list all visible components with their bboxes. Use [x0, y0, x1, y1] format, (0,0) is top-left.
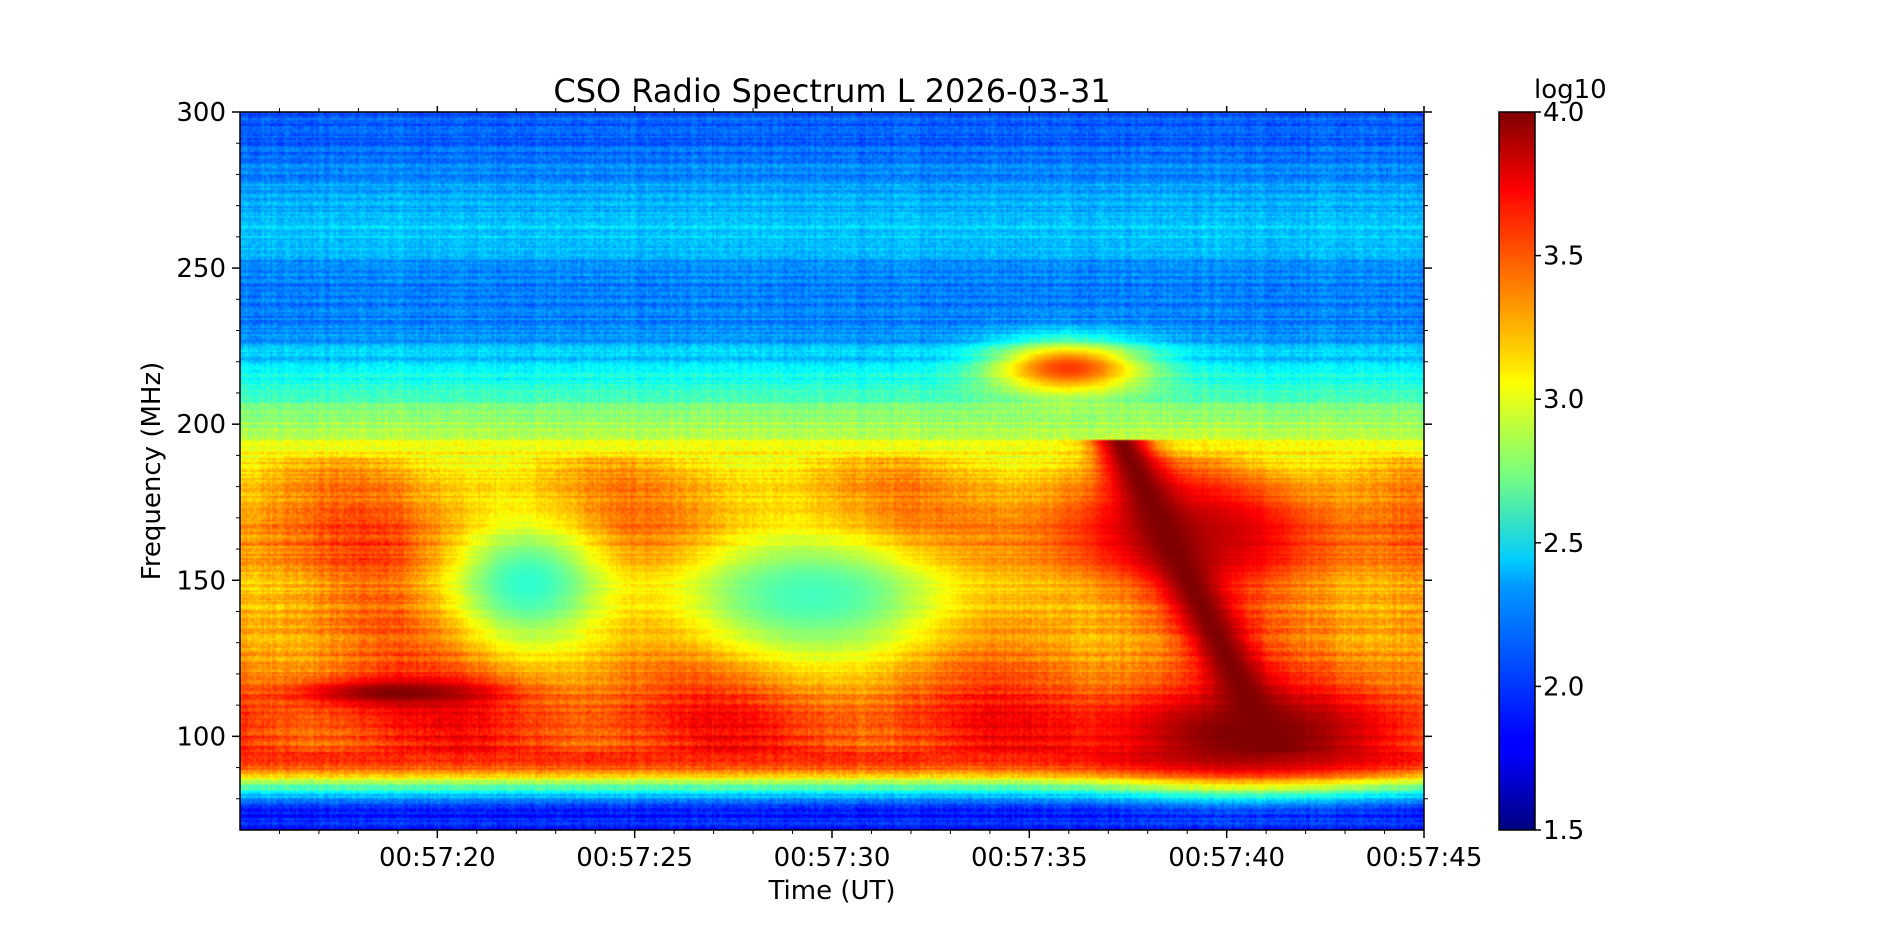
x-tick-label: 00:57:45 — [1366, 843, 1483, 873]
spectrogram-canvas — [240, 112, 1424, 830]
spectrogram-heatmap — [240, 112, 1424, 830]
colorbar-tick-label: 2.0 — [1543, 672, 1584, 702]
colorbar-label: log10 — [1534, 75, 1607, 105]
colorbar-tick-label: 1.5 — [1543, 816, 1584, 846]
y-axis-ticks: 100 150 200 250 300 — [176, 98, 1432, 800]
colorbar-tick-label: 2.5 — [1543, 529, 1584, 559]
y-axis-label: Frequency (MHz) — [137, 362, 167, 581]
x-tick-label: 00:57:20 — [379, 843, 496, 873]
y-tick-label: 250 — [176, 254, 226, 284]
colorbar-tick-label: 3.5 — [1543, 242, 1584, 272]
y-tick-label: 150 — [176, 566, 226, 596]
x-tick-label: 00:57:25 — [576, 843, 693, 873]
x-tick-label: 00:57:40 — [1168, 843, 1285, 873]
x-axis-label: Time (UT) — [767, 876, 895, 906]
y-tick-label: 200 — [176, 410, 226, 440]
colorbar: log10 1.5 2.0 2.5 3.0 3.5 4.0 — [1498, 75, 1607, 846]
colorbar-ticks: 1.5 2.0 2.5 3.0 3.5 4.0 — [1535, 98, 1584, 846]
y-tick-label: 300 — [176, 98, 226, 128]
colorbar-tick-label: 3.0 — [1543, 385, 1584, 415]
y-tick-label: 100 — [176, 722, 226, 752]
x-axis-ticks: 00:57:20 00:57:25 00:57:30 00:57:35 00:57:40… — [278, 106, 1483, 873]
x-tick-label: 00:57:35 — [971, 843, 1088, 873]
colorbar-tick-label: 4.0 — [1543, 98, 1584, 128]
colorbar-gradient — [1498, 111, 1536, 831]
chart-title: CSO Radio Spectrum L 2026-03-31 — [553, 72, 1110, 110]
x-tick-label: 00:57:30 — [774, 843, 891, 873]
